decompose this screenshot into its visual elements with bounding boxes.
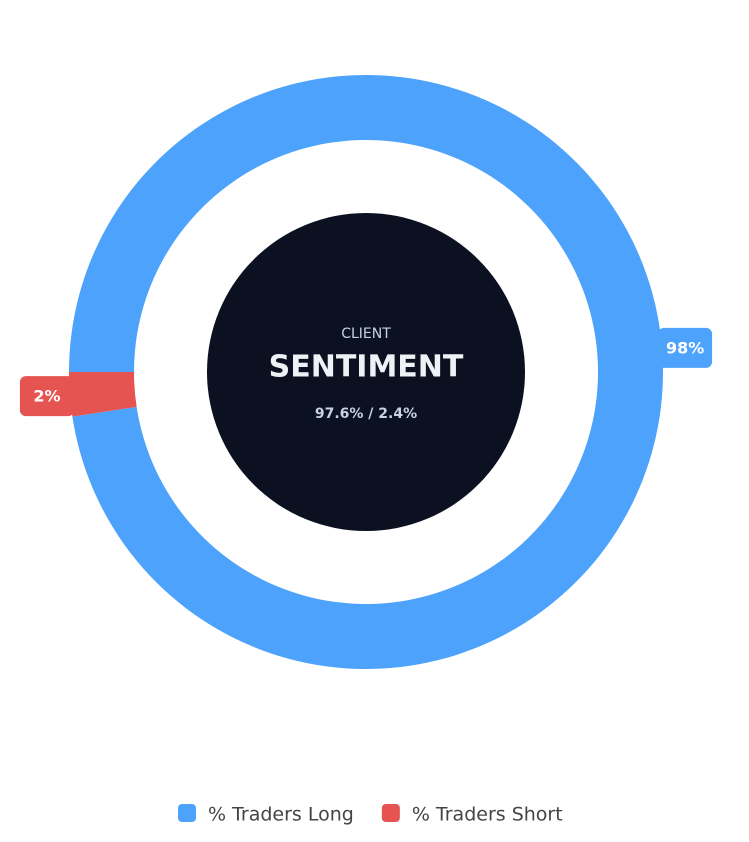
legend-label: % Traders Long: [208, 804, 354, 826]
center-kicker: CLIENT: [341, 326, 391, 342]
legend-swatch: [381, 804, 400, 822]
value-label-text: 2%: [33, 387, 60, 406]
value-label: 98%: [658, 327, 713, 368]
center-disc: [207, 213, 525, 531]
legend-label: % Traders Short: [412, 804, 563, 826]
center-title: SENTIMENT: [269, 350, 464, 385]
value-label-box: [19, 376, 74, 417]
donut-segment: [69, 372, 137, 417]
value-label-box: [658, 327, 713, 368]
value-label-text: 98%: [666, 338, 704, 357]
legend-swatch: [178, 804, 196, 822]
value-label: 2%: [19, 376, 74, 417]
center-subtitle: 97.6% / 2.4%: [315, 406, 417, 422]
